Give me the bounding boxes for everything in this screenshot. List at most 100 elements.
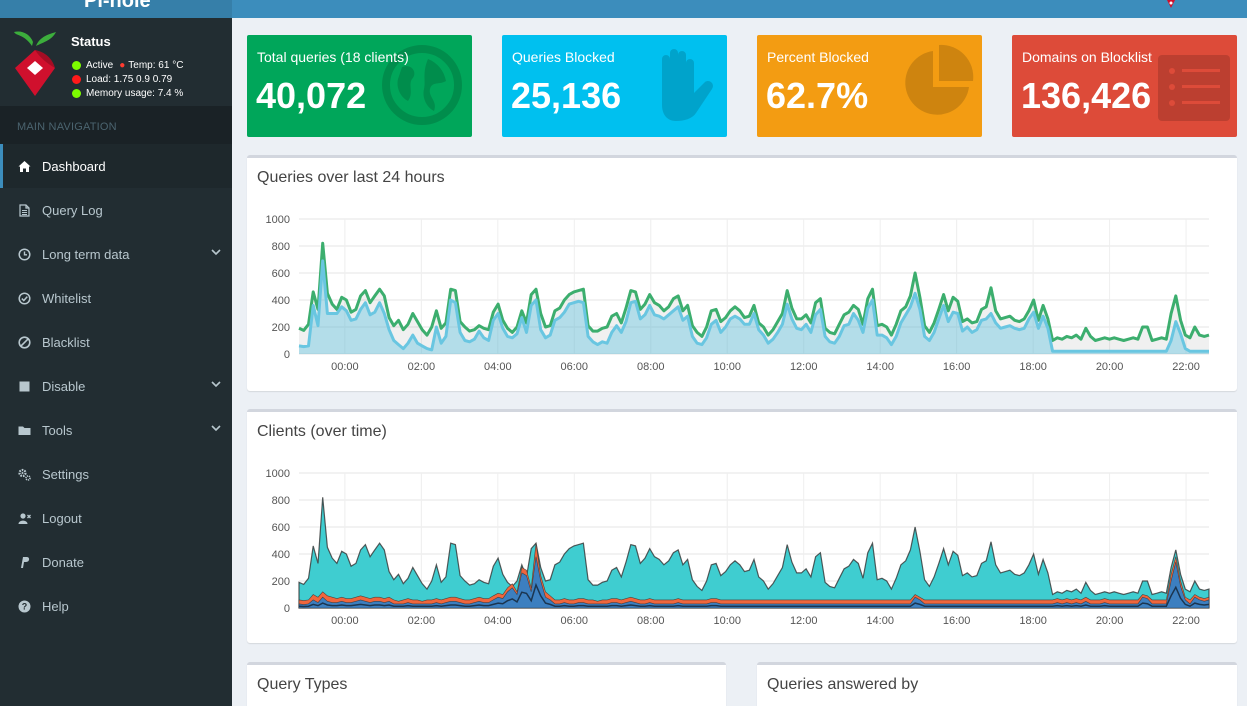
paypal-icon bbox=[18, 556, 42, 569]
globe-icon bbox=[382, 45, 462, 130]
sidebar-item-label: Blacklist bbox=[42, 334, 90, 350]
sidebar-item-label: Settings bbox=[42, 466, 89, 482]
svg-text:?: ? bbox=[22, 601, 28, 611]
ban-icon bbox=[18, 335, 42, 349]
user-panel: Status Active ● Temp: 61 °C Load: 1.75 0… bbox=[0, 18, 232, 106]
sidebar-item-settings[interactable]: Settings bbox=[0, 452, 232, 496]
x-tick-label: 00:00 bbox=[331, 361, 359, 373]
client-area-2 bbox=[298, 556, 1210, 609]
stat-value: 25,136 bbox=[511, 75, 622, 116]
x-tick-label: 02:00 bbox=[408, 615, 436, 627]
x-tick-label: 12:00 bbox=[790, 361, 818, 373]
stat-value: 40,072 bbox=[256, 75, 367, 116]
y-tick-label: 800 bbox=[272, 241, 290, 253]
x-tick-label: 08:00 bbox=[637, 361, 665, 373]
status-load: Load: 1.75 0.9 0.79 bbox=[86, 74, 173, 85]
query-types-title: Query Types bbox=[257, 676, 348, 693]
x-tick-label: 10:00 bbox=[713, 615, 741, 627]
y-tick-label: 200 bbox=[272, 576, 290, 588]
chart-grid: 0 200 400 600 800 1000 00:00 02:00 04:00 06:00 08:… bbox=[266, 468, 1209, 627]
sidebar-item-disable[interactable]: Disable bbox=[0, 364, 232, 408]
pie-chart-icon bbox=[897, 43, 977, 128]
file-icon bbox=[18, 203, 42, 217]
sidebar-item-label: Long term data bbox=[42, 246, 130, 262]
stat-value: 136,426 bbox=[1021, 75, 1152, 116]
status-active: Active bbox=[86, 60, 114, 71]
sidebar-item-whitelist[interactable]: Whitelist bbox=[0, 276, 232, 320]
client-line-dark bbox=[298, 582, 1210, 608]
x-tick-label: 02:00 bbox=[408, 361, 436, 373]
pihole-logo bbox=[14, 31, 56, 96]
stat-title: Total queries (18 clients) bbox=[257, 49, 409, 65]
pihole-small-icon[interactable] bbox=[1161, 0, 1181, 12]
series-area-1 bbox=[299, 260, 1209, 354]
sidebar-item-help[interactable]: ? Help bbox=[0, 584, 232, 628]
sidebar-item-label: Dashboard bbox=[42, 158, 106, 174]
sidebar: Pi-hole Status Active ● Temp: 61 °C Load… bbox=[0, 0, 232, 706]
status-memory-line: Memory usage: 7.4 % bbox=[72, 88, 183, 99]
clients-chart[interactable]: 0 200 400 600 800 1000 00:00 02:00 04:00 06:00 08:… bbox=[247, 412, 1237, 646]
queries-chart-title: Queries over last 24 hours bbox=[257, 169, 445, 186]
x-tick-label: 20:00 bbox=[1096, 615, 1124, 627]
sidebar-item-label: Tools bbox=[42, 422, 73, 438]
query-types-box: Query Types bbox=[247, 662, 726, 706]
x-tick-label: 04:00 bbox=[484, 361, 512, 373]
clients-chart-title: Clients (over time) bbox=[257, 423, 387, 440]
sidebar-item-label: Help bbox=[42, 598, 69, 614]
main-navigation: Dashboard Query Log Long term data Whitelis… bbox=[0, 144, 232, 628]
home-icon bbox=[18, 160, 42, 173]
question-circle-icon: ? bbox=[18, 600, 42, 613]
sidebar-item-donate[interactable]: Donate bbox=[0, 540, 232, 584]
x-tick-label: 18:00 bbox=[1019, 615, 1047, 627]
status-active-line: Active ● Temp: 61 °C bbox=[72, 60, 183, 71]
status-memory: Memory usage: 7.4 % bbox=[86, 88, 184, 99]
y-tick-label: 400 bbox=[272, 295, 290, 307]
sidebar-item-query-log[interactable]: Query Log bbox=[0, 188, 232, 232]
x-tick-label: 00:00 bbox=[331, 615, 359, 627]
stat-box-pie-chart[interactable]: Percent Blocked 62.7% bbox=[757, 35, 982, 137]
stop-icon bbox=[18, 380, 42, 393]
sidebar-item-long-term-data[interactable]: Long term data bbox=[0, 232, 232, 276]
nav-header: MAIN NAVIGATION bbox=[0, 106, 232, 144]
series-line-1 bbox=[298, 259, 1209, 353]
x-tick-label: 22:00 bbox=[1172, 615, 1200, 627]
hand-icon bbox=[642, 43, 722, 128]
y-tick-label: 800 bbox=[272, 495, 290, 507]
stat-box-globe[interactable]: Total queries (18 clients) 40,072 bbox=[247, 35, 472, 137]
stat-box-list[interactable]: Domains on Blocklist 136,426 bbox=[1012, 35, 1237, 137]
x-tick-label: 10:00 bbox=[713, 361, 741, 373]
check-circle-icon bbox=[18, 291, 42, 305]
sidebar-item-label: Disable bbox=[42, 378, 86, 394]
x-tick-label: 18:00 bbox=[1019, 361, 1047, 373]
status-title: Status bbox=[71, 34, 111, 49]
x-tick-label: 06:00 bbox=[561, 361, 589, 373]
sidebar-logo-bar[interactable]: Pi-hole bbox=[0, 0, 232, 18]
stat-title: Queries Blocked bbox=[512, 49, 615, 65]
sidebar-item-logout[interactable]: Logout bbox=[0, 496, 232, 540]
clients-over-time-box: Clients (over time) 0 200 400 600 800 1000 00:… bbox=[247, 409, 1237, 643]
brand-title: Pi-hole bbox=[84, 0, 151, 12]
folder-icon bbox=[18, 424, 42, 437]
queries-chart[interactable]: 0 200 400 600 800 1000 00:00 02:00 04:00 06:00 08:… bbox=[247, 158, 1237, 394]
stat-box-hand[interactable]: Queries Blocked 25,136 bbox=[502, 35, 727, 137]
load-dot-icon bbox=[72, 75, 81, 84]
y-tick-label: 400 bbox=[272, 549, 290, 561]
sidebar-item-label: Query Log bbox=[42, 202, 103, 218]
client-area-0 bbox=[298, 497, 1210, 609]
sidebar-item-label: Logout bbox=[42, 510, 82, 526]
x-tick-label: 20:00 bbox=[1096, 361, 1124, 373]
sidebar-item-dashboard[interactable]: Dashboard bbox=[0, 144, 232, 188]
clock-icon bbox=[18, 247, 42, 261]
sidebar-item-tools[interactable]: Tools bbox=[0, 408, 232, 452]
y-tick-label: 1000 bbox=[266, 214, 290, 226]
x-tick-label: 04:00 bbox=[484, 615, 512, 627]
sidebar-item-label: Donate bbox=[42, 554, 84, 570]
thermometer-icon: ● bbox=[119, 60, 126, 71]
stat-value: 62.7% bbox=[766, 75, 869, 116]
sidebar-item-blacklist[interactable]: Blacklist bbox=[0, 320, 232, 364]
y-tick-label: 0 bbox=[284, 349, 290, 361]
x-tick-label: 08:00 bbox=[637, 615, 665, 627]
y-tick-label: 600 bbox=[272, 268, 290, 280]
sidebar-item-label: Whitelist bbox=[42, 290, 92, 306]
list-icon bbox=[1154, 47, 1234, 132]
